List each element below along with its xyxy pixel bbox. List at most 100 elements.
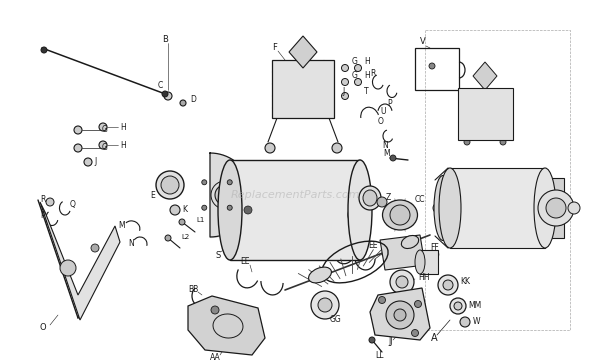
Text: C: C xyxy=(158,80,163,89)
Circle shape xyxy=(84,158,92,166)
Ellipse shape xyxy=(415,250,425,274)
Circle shape xyxy=(202,205,206,210)
Text: Q: Q xyxy=(70,201,76,210)
Text: G: G xyxy=(102,126,108,135)
Circle shape xyxy=(60,260,76,276)
Text: H: H xyxy=(364,58,370,67)
Text: G: G xyxy=(102,143,108,152)
Circle shape xyxy=(318,298,332,312)
Ellipse shape xyxy=(348,160,372,260)
Text: KK: KK xyxy=(460,278,470,286)
Circle shape xyxy=(91,244,99,252)
Circle shape xyxy=(438,275,458,295)
Circle shape xyxy=(265,143,275,153)
Circle shape xyxy=(164,92,172,100)
Circle shape xyxy=(443,280,453,290)
Circle shape xyxy=(179,219,185,225)
Ellipse shape xyxy=(434,176,452,240)
Ellipse shape xyxy=(401,236,419,248)
Text: G: G xyxy=(352,58,358,67)
Circle shape xyxy=(342,93,349,100)
Circle shape xyxy=(433,203,443,213)
Circle shape xyxy=(377,197,387,207)
Circle shape xyxy=(355,64,362,72)
Ellipse shape xyxy=(359,186,381,210)
Text: O: O xyxy=(378,118,384,126)
Circle shape xyxy=(390,270,414,294)
Circle shape xyxy=(99,141,107,149)
Text: MM: MM xyxy=(468,300,481,310)
Bar xyxy=(415,48,459,90)
Text: X: X xyxy=(355,181,360,189)
Bar xyxy=(450,168,545,248)
Text: N: N xyxy=(128,240,134,248)
Text: GG: GG xyxy=(330,316,342,324)
Text: DD: DD xyxy=(428,251,440,260)
Text: M: M xyxy=(383,148,389,157)
Circle shape xyxy=(546,198,566,218)
Circle shape xyxy=(429,63,435,69)
Bar xyxy=(272,60,334,118)
Circle shape xyxy=(161,176,179,194)
Circle shape xyxy=(568,202,580,214)
Circle shape xyxy=(74,126,82,134)
Text: O: O xyxy=(40,324,47,333)
Text: L2: L2 xyxy=(181,234,189,240)
Circle shape xyxy=(165,235,171,241)
Text: J: J xyxy=(94,157,96,167)
Circle shape xyxy=(460,317,470,327)
Circle shape xyxy=(156,171,184,199)
Text: A: A xyxy=(431,333,438,343)
Circle shape xyxy=(394,309,406,321)
Text: LL: LL xyxy=(375,352,384,361)
Text: N: N xyxy=(382,140,388,150)
Circle shape xyxy=(244,206,252,214)
Circle shape xyxy=(215,185,235,205)
Circle shape xyxy=(538,190,574,226)
Text: W: W xyxy=(473,317,480,327)
Bar xyxy=(548,178,564,238)
Polygon shape xyxy=(380,235,425,270)
Text: R: R xyxy=(40,195,45,205)
Text: B: B xyxy=(162,35,168,45)
Circle shape xyxy=(227,205,232,210)
Circle shape xyxy=(41,47,47,53)
Text: HH: HH xyxy=(418,274,430,282)
Circle shape xyxy=(500,139,506,145)
Bar xyxy=(420,250,438,274)
Circle shape xyxy=(369,337,375,343)
Text: S: S xyxy=(215,251,220,260)
Bar xyxy=(458,88,513,140)
Ellipse shape xyxy=(218,160,242,260)
Text: L1: L1 xyxy=(196,217,204,223)
Circle shape xyxy=(396,276,408,288)
Circle shape xyxy=(390,205,410,225)
Circle shape xyxy=(450,298,466,314)
Text: M: M xyxy=(118,222,124,231)
Text: H: H xyxy=(120,122,126,131)
Circle shape xyxy=(454,302,462,310)
Ellipse shape xyxy=(348,204,368,226)
Circle shape xyxy=(46,198,54,206)
Text: EE: EE xyxy=(368,240,378,249)
Text: H: H xyxy=(120,140,126,150)
Polygon shape xyxy=(370,288,430,340)
Circle shape xyxy=(464,139,470,145)
Ellipse shape xyxy=(309,267,332,283)
Circle shape xyxy=(162,91,168,97)
Circle shape xyxy=(342,79,349,85)
Circle shape xyxy=(411,329,418,337)
Text: R: R xyxy=(370,70,375,79)
Text: ReplacementParts.com: ReplacementParts.com xyxy=(230,190,360,200)
Polygon shape xyxy=(289,36,317,68)
Circle shape xyxy=(342,64,349,72)
Ellipse shape xyxy=(534,168,556,248)
Circle shape xyxy=(170,205,180,215)
Circle shape xyxy=(386,301,414,329)
Text: D: D xyxy=(190,96,196,105)
Circle shape xyxy=(390,155,396,161)
Text: K: K xyxy=(182,206,187,215)
Text: J: J xyxy=(342,87,344,96)
Text: JJ: JJ xyxy=(388,337,392,346)
Text: V: V xyxy=(420,38,426,46)
